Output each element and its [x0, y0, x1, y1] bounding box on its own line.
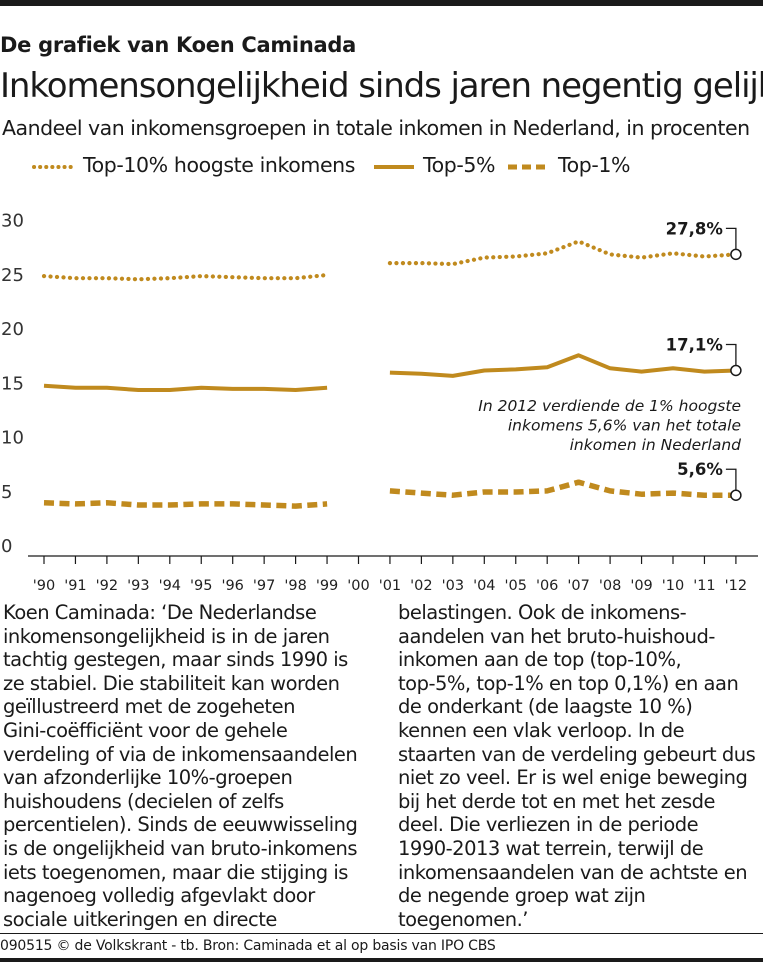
end-marker: [730, 364, 742, 377]
x-tick-label: '05: [505, 578, 527, 594]
body-left-line: Koen Caminada: ‘De Nederlandse: [3, 601, 317, 624]
legend-label-top5: Top-5%: [423, 153, 496, 177]
body-left-line: geïllustreerd met de zogeheten: [3, 695, 295, 719]
page-title: Inkomensongelijkheid sinds jaren negenti…: [0, 66, 763, 106]
y-tick-label: 15: [1, 373, 24, 394]
x-tick-label: '08: [599, 578, 621, 594]
line-chart: 0 5 10 15 20 25 30 '90 '91 '92 '93 '94 '95 '96 '97 '98 '…: [1, 211, 758, 594]
annotation-line: In 2012 verdiende de 1% hoogste: [478, 397, 741, 415]
x-tick-label: '00: [347, 578, 369, 594]
series-line-dashed: [389, 479, 736, 498]
series-line-solid: [389, 353, 736, 378]
body-right-line: 1990-2013 wat terrein, terwijl de: [398, 836, 704, 860]
body-right-line: niet zo veel. Er is wel enige beweging: [398, 766, 748, 790]
end-marker: [730, 248, 742, 261]
x-tick-label: '99: [316, 578, 338, 594]
y-tick-label: 0: [1, 536, 12, 557]
body-left-line: iets toegenomen, maar die stijging is: [3, 860, 348, 884]
body-left-line: Gini-coëfficiënt voor de gehele: [3, 718, 288, 742]
y-tick-label: 20: [1, 319, 24, 340]
x-tick-label: '12: [725, 578, 747, 594]
end-marker: [730, 489, 742, 501]
annotation-line: inkomen in Nederland: [570, 436, 742, 454]
end-label-leader: [725, 227, 737, 250]
kicker: De grafiek van Koen Caminada: [0, 33, 356, 57]
body-right-line: staarten van de verdeling gebeurt dus: [398, 742, 756, 766]
legend: Top-10% hoogste inkomens Top-5% Top-1%: [0, 152, 763, 182]
body-left-line: is de ongelijkheid van bruto-inkomens: [3, 836, 358, 860]
series-line-dashed: [43, 500, 328, 509]
y-tick-label: 10: [1, 428, 24, 449]
body-right-line: de negende groep wat zijn: [398, 884, 646, 908]
x-tick-label: '11: [693, 578, 715, 594]
footer-credit: 090515 © de Volkskrant - tb. Bron: Camin…: [0, 938, 496, 954]
body-right-line: de onderkant (de laagste 10 %): [398, 695, 693, 719]
series-line-dotted: [41, 272, 330, 282]
body-left-line: verdeling of via de inkomensaandelen: [3, 742, 358, 766]
end-value-label: 5,6%: [677, 460, 723, 479]
x-tick-label: '03: [442, 578, 464, 594]
body-left-line: percentielen). Sinds de eeuwwisseling: [3, 813, 358, 837]
x-tick-label: '93: [127, 578, 149, 594]
body-left-line: inkomensongelijkheid is in de jaren: [3, 624, 330, 648]
series-line-solid: [43, 383, 328, 392]
body-right-line: top-5%, top-1% en top 0,1%) en aan: [398, 671, 739, 695]
annotation-line: inkomens 5,6% van het totale: [508, 417, 741, 435]
legend-label-top10: Top-10% hoogste inkomens: [83, 153, 356, 177]
x-tick-label: '98: [284, 578, 306, 594]
body-left-line: tachtig gestegen, maar sinds 1990 is: [3, 648, 348, 672]
body-right-line: kennen een vlak verloop. In de: [398, 718, 685, 742]
body-left-line: ze stabiel. Die stabiliteit kan worden: [3, 671, 340, 695]
x-tick-label: '06: [536, 578, 558, 594]
legend-label-top1: Top-1%: [558, 153, 631, 177]
body-left-line: sociale uitkeringen en directe: [3, 907, 277, 931]
body-right-line: toegenomen.’: [398, 907, 529, 931]
x-tick-label: '91: [64, 578, 86, 594]
body-right-line: bij het derde tot en met het zesde: [398, 789, 716, 813]
body-left-line: van afzonderlijke 10%-groepen: [3, 766, 293, 790]
x-tick-label: '97: [253, 578, 275, 594]
body-right-line: belastingen. Ook de inkomens-: [398, 601, 687, 624]
body-right-line: inkomensaandelen van de achtste en: [398, 860, 748, 884]
end-value-label: 27,8%: [666, 219, 724, 238]
bottom-rule: [0, 958, 763, 962]
body-right-line: aandelen van het bruto-huishoud-: [398, 624, 715, 648]
x-tick-label: '95: [190, 578, 212, 594]
body-right-line: deel. Die verliezen in de periode: [398, 813, 699, 837]
y-tick-label: 30: [1, 211, 24, 232]
x-tick-label: '90: [33, 578, 55, 594]
end-value-label: 17,1%: [666, 335, 724, 354]
x-tick-label: '94: [159, 578, 181, 594]
end-label-leader: [725, 468, 737, 491]
subtitle: Aandeel van inkomensgroepen in totale in…: [2, 116, 750, 140]
x-tick-label: '01: [379, 578, 401, 594]
x-tick-label: '07: [567, 578, 589, 594]
footer-rule: [0, 933, 763, 934]
x-tick-label: '09: [630, 578, 652, 594]
x-tick-label: '02: [410, 578, 432, 594]
x-tick-label: '92: [96, 578, 118, 594]
body-right-line: inkomen aan de top (top-10%,: [398, 648, 682, 672]
top-rule: [0, 0, 763, 6]
y-tick-label: 5: [1, 482, 12, 503]
end-label-leader: [725, 343, 737, 366]
body-text-left: Koen Caminada: ‘De Nederlandse inkomenson…: [3, 601, 358, 931]
x-tick-label: '96: [221, 578, 243, 594]
x-tick-label: '10: [662, 578, 684, 594]
series-line-dotted: [387, 239, 738, 267]
body-left-line: nagenoeg volledig afgevlakt door: [3, 884, 315, 908]
x-tick-label: '04: [473, 578, 495, 594]
y-tick-label: 25: [1, 265, 24, 286]
body-text-right: belastingen. Ook de inkomens-aandelen va…: [398, 601, 756, 931]
body-left-line: huishoudens (decielen of zelfs: [3, 789, 284, 813]
